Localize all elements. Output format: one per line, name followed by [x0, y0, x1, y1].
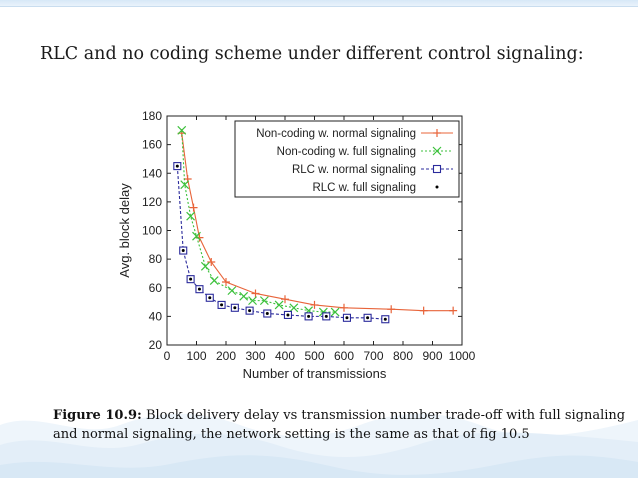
data-point: [233, 306, 237, 310]
x-tick-label: 600: [334, 349, 354, 363]
data-point: [366, 316, 370, 320]
caption-text: Block delivery delay vs transmission num…: [53, 408, 626, 442]
data-point: [200, 261, 210, 271]
y-tick-label: 140: [142, 166, 162, 180]
data-point: [248, 296, 257, 306]
data-point: [419, 306, 428, 315]
data-point: [197, 287, 201, 291]
y-axis-label: Avg. block delay: [117, 183, 132, 278]
y-tick-label: 120: [142, 195, 162, 209]
top-accent-bar: [0, 0, 638, 6]
y-tick-label: 60: [149, 281, 163, 295]
data-point: [286, 313, 290, 317]
legend-label: Non-coding w. full signaling: [277, 146, 416, 158]
data-point: [208, 296, 212, 300]
legend-marker: [435, 185, 439, 189]
data-point: [387, 305, 396, 314]
data-point: [265, 312, 269, 316]
data-point: [207, 257, 216, 266]
data-point: [180, 180, 190, 190]
data-point: [340, 303, 348, 312]
y-tick-label: 80: [149, 252, 163, 266]
series-4: [175, 164, 387, 321]
x-tick-label: 1000: [449, 349, 476, 363]
y-tick-label: 20: [149, 338, 163, 352]
data-point: [239, 291, 249, 301]
wave-background: [0, 413, 638, 478]
x-tick-label: 700: [363, 349, 383, 363]
data-point: [324, 314, 328, 318]
x-tick-label: 300: [245, 349, 265, 363]
y-tick-label: 40: [149, 309, 163, 323]
x-tick-label: 800: [393, 349, 413, 363]
data-point: [449, 306, 458, 315]
data-point: [383, 317, 387, 321]
y-tick-label: 160: [142, 138, 162, 152]
x-tick-label: 200: [216, 349, 236, 363]
legend-label: RLC w. normal signaling: [292, 164, 416, 176]
figure-panel: 0 100 200 300 400 500 600 700 800 900 1000 20 40 60 80…: [17, 104, 596, 388]
data-point: [177, 125, 187, 135]
data-point: [274, 300, 284, 310]
x-axis-label: Number of transmissions: [243, 366, 387, 381]
legend-label: RLC w. full signaling: [312, 182, 416, 194]
x-tick-label: 400: [275, 349, 295, 363]
data-point: [330, 307, 340, 317]
data-point: [310, 300, 319, 309]
data-point: [192, 231, 201, 241]
data-point: [289, 303, 299, 313]
y-tick-label: 180: [142, 109, 162, 123]
data-point: [222, 278, 230, 287]
data-point: [181, 249, 185, 253]
slide-title: RLC and no coding scheme under different…: [40, 44, 584, 64]
data-point: [251, 289, 260, 298]
x-tick-label: 900: [422, 349, 442, 363]
caption-label: Figure 10.9:: [53, 408, 142, 423]
top-accent-line: [0, 6, 638, 7]
data-point: [248, 309, 252, 313]
legend-box: [234, 120, 460, 198]
legend-label: Non-coding w. normal signaling: [256, 128, 416, 140]
series-1: [177, 129, 458, 315]
data-point: [220, 303, 224, 307]
data-point: [189, 277, 193, 281]
data-point: [227, 286, 237, 296]
legend-marker: [433, 129, 441, 137]
data-point: [259, 296, 269, 306]
x-tick-label: 0: [164, 349, 171, 363]
data-point: [175, 164, 179, 168]
x-tick-label: 100: [186, 349, 206, 363]
x-tick-label: 500: [304, 349, 324, 363]
line-chart: 0 100 200 300 400 500 600 700 800 900 1000 20 40 60 80…: [117, 109, 476, 381]
data-point: [345, 316, 349, 320]
y-tick-label: 100: [142, 224, 162, 238]
legend-marker: [432, 164, 442, 174]
data-point: [186, 211, 196, 221]
legend-marker: [432, 146, 442, 156]
figure-caption: Figure 10.9: Block delivery delay vs tra…: [53, 406, 628, 444]
data-point: [209, 276, 219, 286]
series-2: [177, 125, 340, 317]
data-point: [189, 203, 198, 212]
data-point: [307, 314, 311, 318]
data-point: [281, 295, 289, 304]
